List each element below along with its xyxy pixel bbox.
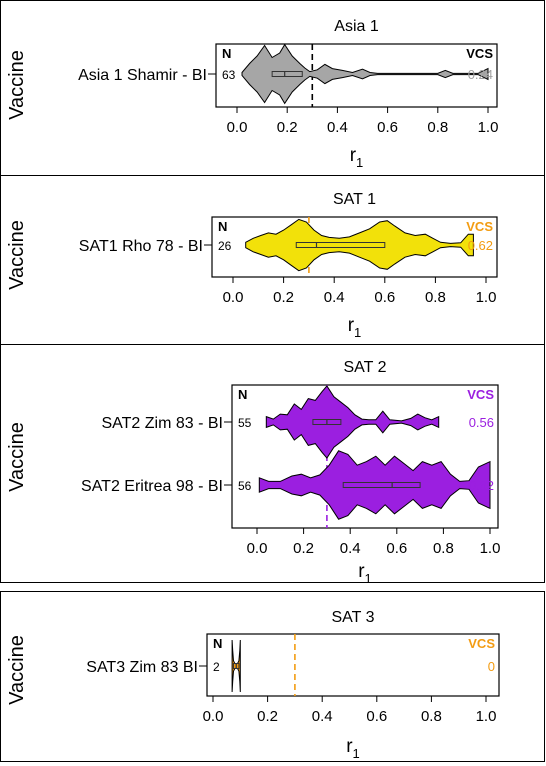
x-tick-label: 1.0 bbox=[478, 119, 499, 136]
vcs-header: VCS bbox=[467, 387, 494, 402]
n-value: 26 bbox=[218, 239, 232, 253]
violin-chart: Asia 1 Vaccine N VCS Asia 1 Shamir - BI 63 0.2… bbox=[6, 18, 499, 170]
violin-chart: SAT 3 Vaccine N VCS SAT3 Zim 83 BI 2 0 0.0 0.2 0.… bbox=[6, 609, 500, 761]
x-axis-label: r1 bbox=[348, 315, 362, 340]
vaccine-label: Asia 1 Shamir - BI bbox=[78, 67, 207, 84]
x-tick-label: 0.4 bbox=[327, 119, 348, 136]
plot-frame bbox=[211, 216, 498, 278]
y-axis-label: Vaccine bbox=[6, 422, 28, 492]
violin-chart: SAT 1 Vaccine N VCS SAT1 Rho 78 - BI 26 0.62 0.… bbox=[6, 191, 498, 340]
x-tick-label: 0.8 bbox=[433, 540, 454, 557]
iqr-box bbox=[342, 482, 421, 488]
violin-row: SAT3 Zim 83 BI 2 0 bbox=[86, 639, 495, 693]
x-tick-label: 1.0 bbox=[480, 540, 501, 557]
x-tick-label: 0.6 bbox=[374, 289, 395, 306]
x-tick-label: 0.4 bbox=[340, 540, 361, 557]
vcs-value: 0 bbox=[488, 659, 495, 674]
x-tick-label: 0.2 bbox=[293, 540, 314, 557]
x-axis-label: r1 bbox=[358, 561, 372, 582]
x-tick-label: 1.0 bbox=[476, 289, 497, 306]
panel-asia-1: Asia 1 Vaccine N VCS Asia 1 Shamir - BI 63 0.2… bbox=[0, 0, 545, 176]
x-tick-label: 0.6 bbox=[386, 540, 407, 557]
x-tick-label: 0.0 bbox=[227, 119, 248, 136]
vcs-value: 0.82 bbox=[469, 478, 494, 493]
n-header: N bbox=[238, 387, 247, 402]
violin-row: Asia 1 Shamir - BI 63 0.24 bbox=[78, 43, 493, 105]
x-tick-label: 1.0 bbox=[476, 708, 497, 725]
x-tick-label: 0.2 bbox=[273, 289, 294, 306]
vaccine-label: SAT2 Eritrea 98 - BI bbox=[81, 478, 223, 495]
plot-frame bbox=[215, 43, 498, 108]
panel-sat-1: SAT 1 Vaccine N VCS SAT1 Rho 78 - BI 26 0.62 0.… bbox=[0, 175, 545, 345]
x-tick-label: 0.4 bbox=[324, 289, 345, 306]
x-tick-label: 0.4 bbox=[312, 708, 333, 725]
n-header: N bbox=[222, 46, 231, 61]
vcs-value: 0.56 bbox=[469, 415, 494, 430]
n-value: 55 bbox=[238, 416, 252, 430]
panel-title: Asia 1 bbox=[334, 18, 379, 35]
x-axis-label: r1 bbox=[350, 145, 364, 170]
panel-sat-2: SAT 2 Vaccine N VCS SAT2 Zim 83 - BI 55 0.56 SA… bbox=[0, 344, 545, 586]
violin-shape bbox=[265, 385, 440, 459]
vcs-header: VCS bbox=[466, 46, 493, 61]
vcs-header: VCS bbox=[466, 219, 493, 234]
n-header: N bbox=[213, 636, 222, 651]
x-tick-label: 0.8 bbox=[425, 289, 446, 306]
y-axis-label: Vaccine bbox=[6, 50, 28, 120]
x-tick-label: 0.8 bbox=[421, 708, 442, 725]
x-tick-label: 0.0 bbox=[247, 540, 268, 557]
y-axis-label: Vaccine bbox=[6, 220, 28, 290]
n-value: 2 bbox=[213, 660, 220, 674]
plot-frame bbox=[231, 384, 499, 529]
n-value: 63 bbox=[222, 68, 236, 82]
vaccine-label: SAT2 Zim 83 - BI bbox=[101, 415, 223, 432]
x-tick-label: 0.6 bbox=[377, 119, 398, 136]
violin-shape bbox=[241, 43, 489, 105]
violin-shape bbox=[258, 450, 491, 520]
violin-shape bbox=[245, 218, 474, 272]
x-tick-label: 0.8 bbox=[427, 119, 448, 136]
x-tick-label: 0.2 bbox=[277, 119, 298, 136]
x-tick-label: 0.6 bbox=[366, 708, 387, 725]
x-tick-label: 0.2 bbox=[257, 708, 278, 725]
vcs-value: 0.24 bbox=[468, 67, 493, 82]
vaccine-label: SAT3 Zim 83 BI bbox=[86, 659, 198, 676]
panel-title: SAT 3 bbox=[332, 609, 375, 626]
x-axis-label: r1 bbox=[346, 736, 360, 761]
iqr-box bbox=[271, 71, 303, 77]
violin-row: SAT2 Eritrea 98 - BI 56 0.82 bbox=[81, 450, 494, 520]
panel-sat-3: SAT 3 Vaccine N VCS SAT3 Zim 83 BI 2 0 0.0 0.2 0.… bbox=[0, 591, 545, 762]
iqr-box bbox=[295, 242, 386, 248]
violin-row: SAT2 Zim 83 - BI 55 0.56 bbox=[101, 385, 494, 459]
vcs-header: VCS bbox=[468, 636, 495, 651]
vaccine-label: SAT1 Rho 78 - BI bbox=[79, 238, 203, 255]
violin-row: SAT1 Rho 78 - BI 26 0.62 bbox=[79, 218, 493, 272]
x-tick-label: 0.0 bbox=[203, 708, 224, 725]
n-header: N bbox=[218, 219, 227, 234]
plot-frame bbox=[206, 633, 500, 697]
y-axis-label: Vaccine bbox=[6, 635, 28, 705]
n-value: 56 bbox=[238, 479, 252, 493]
panel-title: SAT 1 bbox=[333, 191, 376, 208]
x-tick-label: 0.0 bbox=[223, 289, 244, 306]
vcs-value: 0.62 bbox=[468, 238, 493, 253]
panel-title: SAT 2 bbox=[344, 359, 387, 376]
